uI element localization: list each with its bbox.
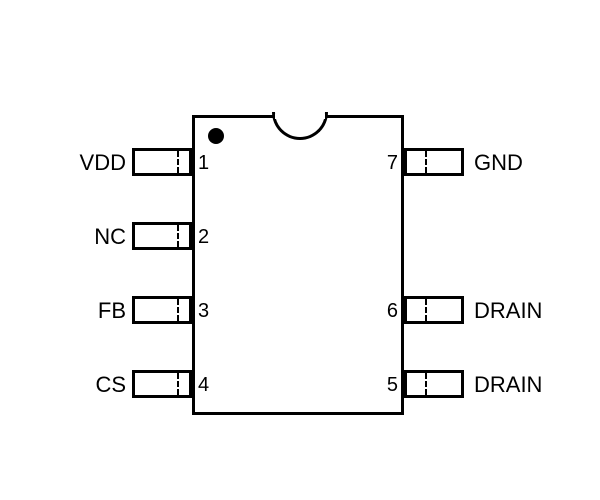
- pin-label: FB: [98, 298, 126, 324]
- pin-dash: [177, 225, 179, 247]
- pin1-dot: [208, 128, 224, 144]
- pin-5: [404, 370, 464, 398]
- notch-cover: [275, 114, 325, 119]
- pin-label: NC: [94, 224, 126, 250]
- pin-number: 4: [198, 374, 209, 397]
- pin-7: [404, 148, 464, 176]
- pin-dash: [177, 299, 179, 321]
- pin-number: 2: [198, 226, 209, 249]
- pin-4: [132, 370, 192, 398]
- pin-number: 5: [387, 374, 398, 397]
- pin-dash: [177, 373, 179, 395]
- pin-dash: [177, 151, 179, 173]
- pin-number: 1: [198, 152, 209, 175]
- pin-label: DRAIN: [474, 372, 542, 398]
- pin-number: 6: [387, 300, 398, 323]
- pin-label: VDD: [80, 150, 126, 176]
- pin-label: GND: [474, 150, 523, 176]
- pin-1: [132, 148, 192, 176]
- pin-6: [404, 296, 464, 324]
- pin-dash: [425, 151, 427, 173]
- pin-label: DRAIN: [474, 298, 542, 324]
- pin-number: 3: [198, 300, 209, 323]
- pin-3: [132, 296, 192, 324]
- pin-dash: [425, 373, 427, 395]
- pin-2: [132, 222, 192, 250]
- pin-dash: [425, 299, 427, 321]
- pin-label: CS: [95, 372, 126, 398]
- chip-body: [192, 115, 404, 415]
- pin-number: 7: [387, 152, 398, 175]
